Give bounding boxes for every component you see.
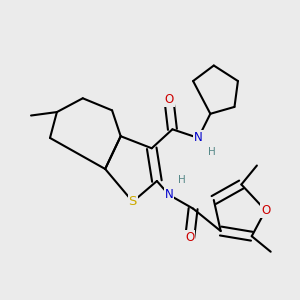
Text: O: O <box>164 94 174 106</box>
Text: O: O <box>261 204 270 217</box>
Text: N: N <box>165 188 173 201</box>
Text: O: O <box>185 231 194 244</box>
Text: S: S <box>129 195 137 208</box>
Text: H: H <box>178 175 186 185</box>
Text: H: H <box>208 147 216 158</box>
Text: N: N <box>194 131 203 144</box>
